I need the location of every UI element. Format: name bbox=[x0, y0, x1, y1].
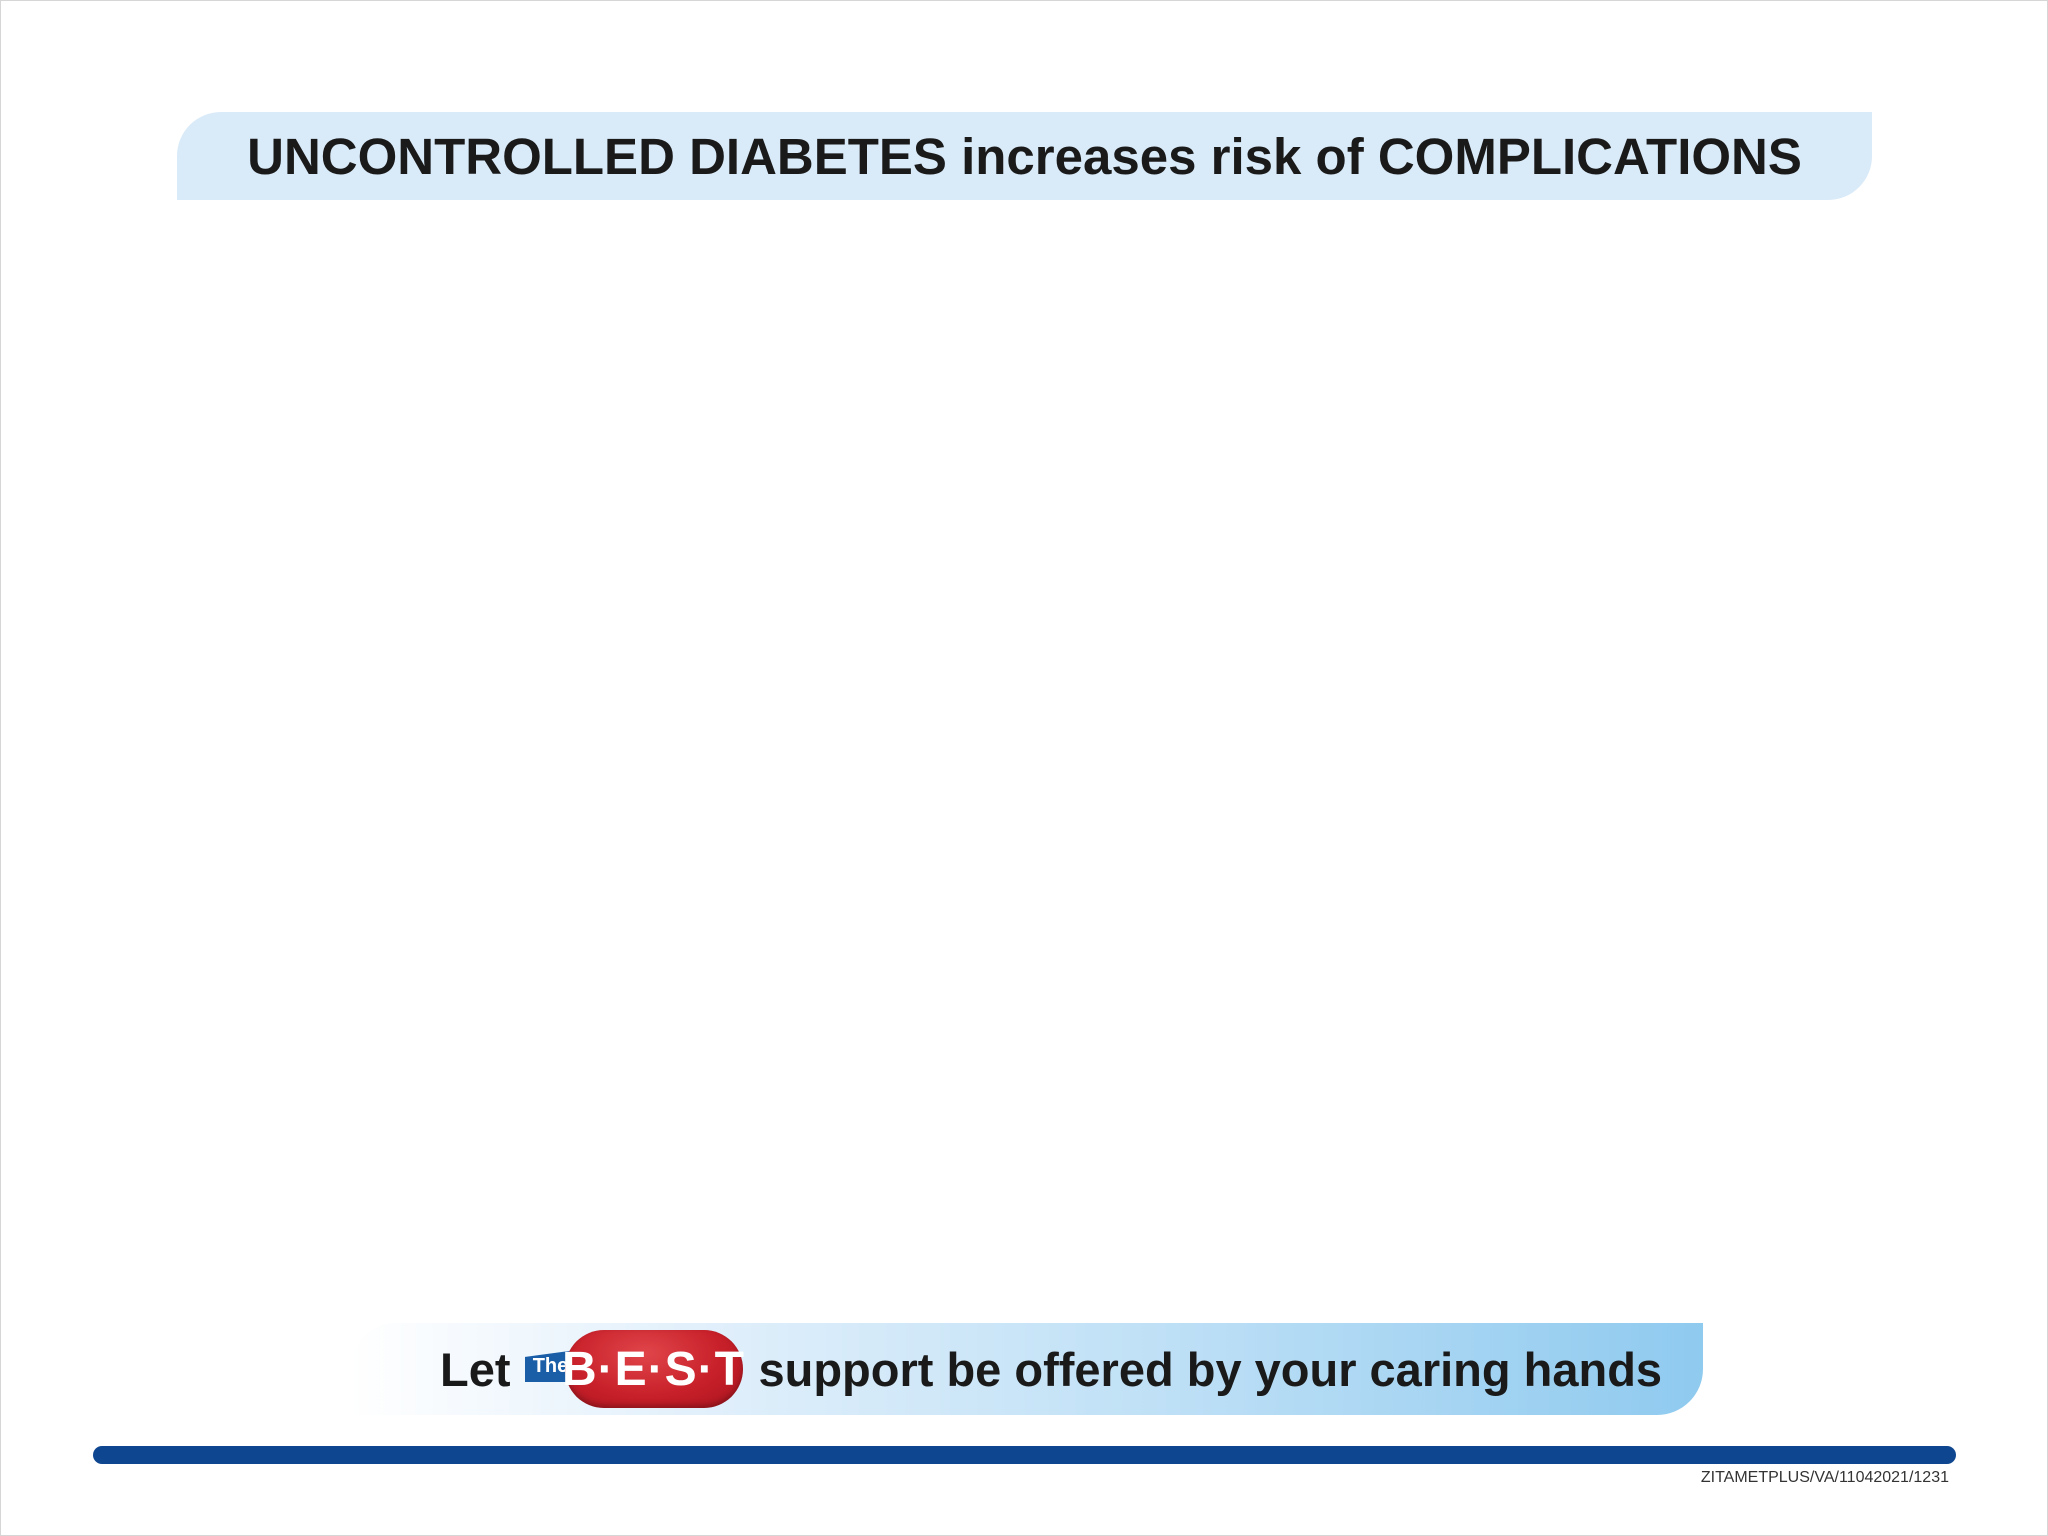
logo-pill: B·E·S·T bbox=[562, 1330, 745, 1408]
tagline-suffix: support be offered by your caring hands bbox=[758, 1342, 1663, 1396]
tagline: Let The B·E·S·T support be offered by yo… bbox=[440, 1330, 1662, 1408]
best-logo: The B·E·S·T bbox=[524, 1330, 745, 1408]
logo-best-text: B·E·S·T bbox=[562, 1342, 745, 1396]
tagline-prefix: Let bbox=[440, 1342, 511, 1396]
page-title: UNCONTROLLED DIABETES increases risk of … bbox=[247, 127, 1802, 185]
footer-bar bbox=[93, 1446, 1956, 1464]
reference-code: ZITAMETPLUS/VA/11042021/1231 bbox=[1700, 1469, 1949, 1486]
title-banner: UNCONTROLLED DIABETES increases risk of … bbox=[177, 112, 1872, 200]
